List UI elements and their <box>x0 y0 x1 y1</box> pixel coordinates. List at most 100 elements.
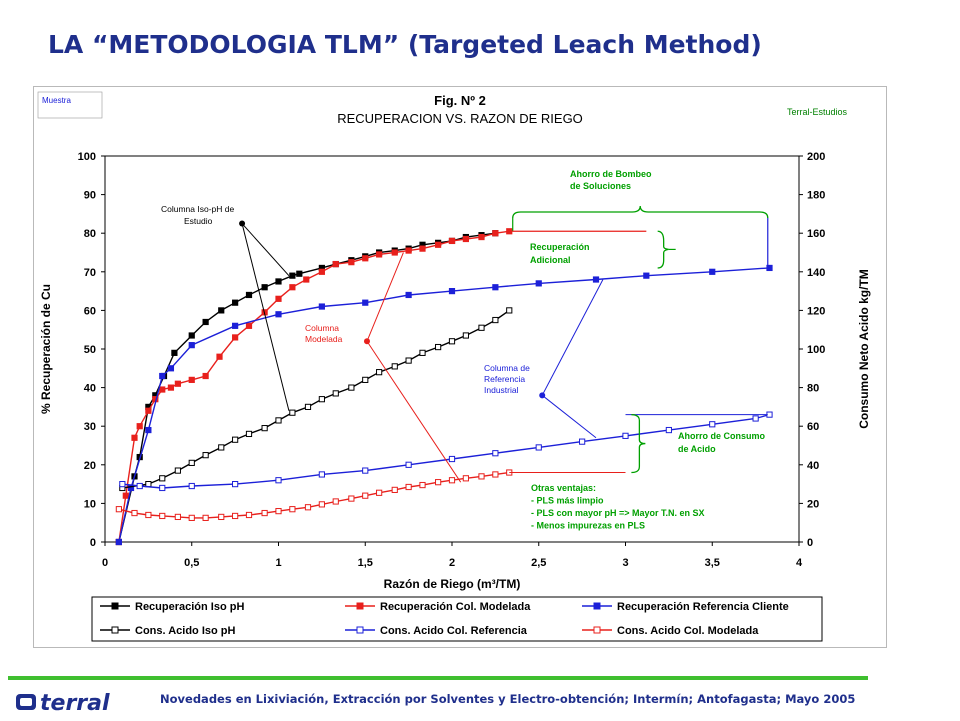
data-point <box>232 322 239 329</box>
data-point <box>318 303 325 310</box>
data-point <box>115 538 122 546</box>
data-point <box>202 452 209 459</box>
data-point <box>188 482 195 490</box>
x-tick-label: 2,5 <box>531 557 546 569</box>
data-point <box>592 276 600 283</box>
annotation-otras-ventajas-line: - PLS con mayor pH => Mayor T.N. en SX <box>531 508 705 518</box>
data-point <box>492 471 499 478</box>
data-point <box>171 349 178 356</box>
data-point <box>202 372 209 380</box>
data-point <box>462 332 469 339</box>
data-point <box>448 477 456 484</box>
data-point <box>275 417 282 424</box>
y-right-tick-label: 20 <box>807 498 819 510</box>
data-point <box>245 291 253 299</box>
legend-marker <box>356 602 364 610</box>
annotation-otras-ventajas-line: - Menos impurezas en PLS <box>531 521 645 531</box>
data-point <box>318 396 325 403</box>
data-point <box>376 369 383 376</box>
data-point <box>405 461 412 468</box>
legend-label: Recuperación Referencia Cliente <box>617 601 789 613</box>
data-point <box>391 363 398 370</box>
data-point <box>419 245 426 252</box>
legend-marker <box>593 602 601 610</box>
data-point <box>174 380 181 387</box>
y-left-tick-label: 90 <box>84 190 96 202</box>
annotation-otras-ventajas-line: - PLS más limpio <box>531 496 604 506</box>
sample-tag-box <box>37 91 103 119</box>
data-point <box>448 338 456 345</box>
legend-label: Cons. Acido Col. Modelada <box>617 625 759 637</box>
data-point <box>289 409 296 416</box>
data-point <box>232 334 239 341</box>
data-point <box>232 299 239 306</box>
data-point <box>304 504 312 511</box>
bracket-ahorro-acido <box>631 413 646 474</box>
chart-title-fig: Fig. Nº 2 <box>434 93 486 108</box>
data-point <box>174 513 181 521</box>
y-right-axis-label: Consumo Neto Acido kg/TM <box>857 269 871 429</box>
data-point <box>275 278 282 285</box>
data-point <box>535 280 542 287</box>
x-tick-label: 3 <box>622 557 628 569</box>
y-right-tick-label: 120 <box>807 305 825 317</box>
y-right-tick-label: 80 <box>807 383 819 395</box>
logo-text: terral <box>40 691 110 716</box>
data-point <box>405 247 412 254</box>
data-point <box>159 386 166 393</box>
data-point <box>289 506 296 513</box>
data-point <box>174 467 181 474</box>
data-point <box>296 270 303 277</box>
data-point <box>218 307 225 314</box>
y-left-tick-label: 60 <box>84 305 96 317</box>
y-left-tick-label: 30 <box>84 421 96 433</box>
data-point <box>232 481 239 488</box>
data-point <box>492 316 499 324</box>
data-point <box>216 353 223 360</box>
footer-caption: Novedades en Lixiviación, Extracción por… <box>160 692 856 706</box>
legend-label: Cons. Acido Col. Referencia <box>380 625 528 637</box>
chart: Muestra Terral-Estudios Fig. Nº 2 RECUPERAC… <box>37 91 871 642</box>
data-point <box>462 235 469 243</box>
data-point <box>362 492 369 499</box>
series-line-2 <box>118 267 770 543</box>
data-point <box>136 482 143 490</box>
y-right-tick-label: 100 <box>807 344 825 356</box>
x-tick-label: 2 <box>449 557 455 569</box>
legend-marker <box>111 602 119 610</box>
data-point <box>332 260 339 268</box>
data-point <box>332 390 339 397</box>
annotation-ahorro-bombeo-line1: Ahorro de Bombeo <box>570 169 652 179</box>
data-point <box>332 498 339 505</box>
data-point <box>136 423 143 430</box>
annotation-iso-ph-line1: Columna Iso-pH de <box>161 204 235 214</box>
data-point <box>478 233 485 241</box>
y-right-tick-label: 200 <box>807 151 825 163</box>
annotation-ahorro-acido-line2: de Acido <box>678 444 716 454</box>
data-point <box>159 512 166 520</box>
annotation-referencia-line2: Referencia <box>484 374 525 384</box>
data-point <box>391 486 398 493</box>
data-point <box>435 343 442 351</box>
x-tick-label: 0 <box>102 557 108 569</box>
annotation-recuperacion-line1: Recuperación <box>530 242 590 252</box>
data-point <box>275 477 282 484</box>
data-point <box>304 403 312 410</box>
data-point <box>492 230 499 237</box>
y-left-axis-label: % Recuperación de Cu <box>39 284 53 414</box>
data-point <box>119 481 126 488</box>
data-point <box>232 436 239 443</box>
x-tick-label: 1 <box>275 557 281 569</box>
data-point <box>188 376 195 383</box>
data-point <box>506 307 513 314</box>
annotation-modelada-line2: Modelada <box>305 334 343 344</box>
data-point <box>289 284 296 291</box>
data-point <box>405 483 412 491</box>
data-point <box>362 299 369 306</box>
footer-divider <box>8 676 868 680</box>
x-tick-label: 4 <box>796 557 803 569</box>
data-point <box>218 444 225 451</box>
data-point <box>709 421 716 428</box>
data-point <box>709 268 716 275</box>
company-tag: Terral-Estudios <box>787 107 848 117</box>
